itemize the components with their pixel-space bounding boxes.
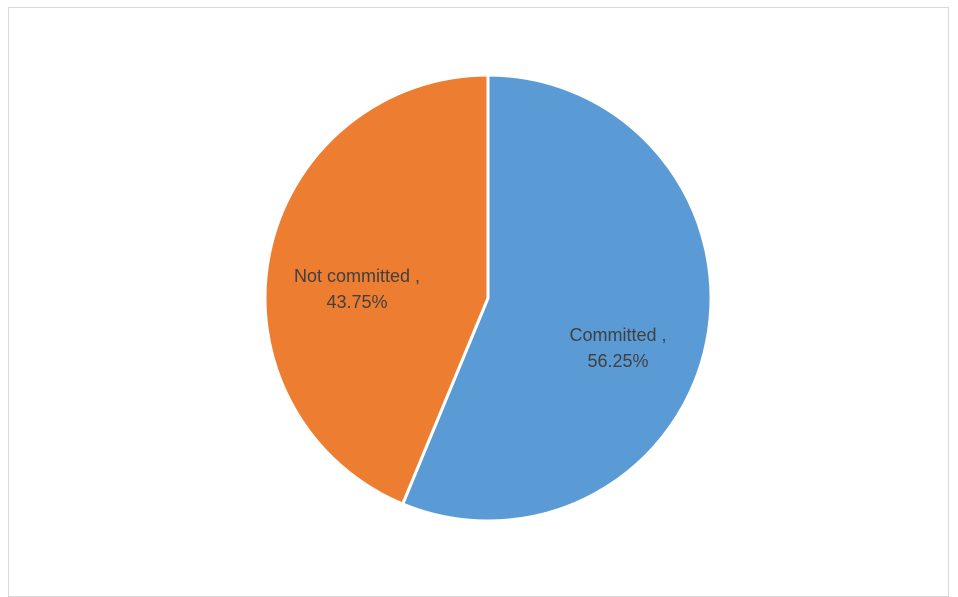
pie-slice-committed (401, 73, 713, 523)
data-label-committed: Committed , 56.25% (569, 325, 666, 371)
pie-chart: Committed , 56.25% Not committed , 43.75% (263, 73, 713, 523)
data-label-not-committed: Not committed , 43.75% (294, 266, 420, 312)
pie-slice-not-committed (263, 73, 490, 506)
